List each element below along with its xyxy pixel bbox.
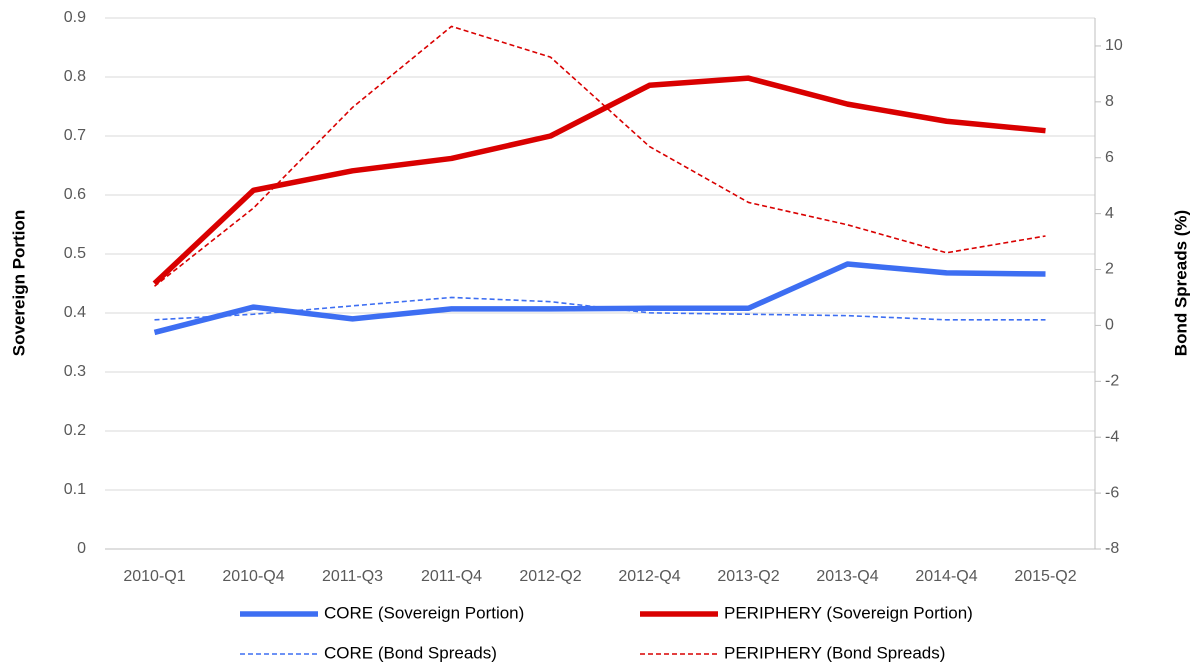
series-line (152, 75, 1046, 286)
y-tick-label: 0.5 (64, 245, 86, 262)
y-tick-label: 0.7 (64, 127, 86, 144)
y-tick-label: 0.4 (64, 304, 86, 321)
legend-label: PERIPHERY (Bond Spreads) (724, 643, 945, 662)
y2-axis-title: Bond Spreads (%) (1171, 210, 1190, 356)
y2-tick-label: 10 (1105, 37, 1123, 54)
y-tick-label: 0.6 (64, 186, 86, 203)
x-tick-label: 2013-Q2 (717, 568, 779, 585)
y2-tick-label: 4 (1105, 205, 1114, 222)
y-axis-title: Sovereign Portion (9, 210, 28, 356)
x-tick-label: 2010-Q4 (222, 568, 284, 585)
x-tick-label: 2014-Q4 (915, 568, 977, 585)
x-tick-label: 2011-Q3 (322, 568, 383, 585)
y2-tick-label: 8 (1105, 93, 1114, 110)
y-tick-label: 0.3 (64, 363, 86, 380)
y2-tick-label: 0 (1105, 317, 1114, 334)
series-line (154, 296, 1046, 321)
y2-tick-label: -4 (1105, 428, 1119, 445)
y-tick-label: 0.2 (64, 422, 86, 439)
x-tick-label: 2011-Q4 (421, 568, 482, 585)
y-tick-label: 0.1 (64, 481, 86, 498)
y-tick-label: 0.8 (64, 68, 86, 85)
x-tick-label: 2012-Q2 (519, 568, 581, 585)
series-line (153, 261, 1046, 336)
y2-tick-label: 6 (1105, 149, 1114, 166)
series-line (154, 25, 1046, 287)
y-tick-label: 0.9 (64, 9, 86, 26)
y2-tick-label: -8 (1105, 540, 1119, 557)
x-tick-label: 2012-Q4 (618, 568, 680, 585)
legend-label: PERIPHERY (Sovereign Portion) (724, 603, 973, 622)
x-tick-label: 2015-Q2 (1014, 568, 1076, 585)
y2-tick-label: 2 (1105, 261, 1114, 278)
y2-tick-label: -6 (1105, 484, 1119, 501)
legend-label: CORE (Bond Spreads) (324, 643, 497, 662)
legend-label: CORE (Sovereign Portion) (324, 603, 524, 622)
y2-tick-label: -2 (1105, 373, 1119, 390)
x-tick-label: 2010-Q1 (123, 568, 185, 585)
y-tick-label: 0 (77, 540, 86, 557)
x-tick-label: 2013-Q4 (816, 568, 878, 585)
